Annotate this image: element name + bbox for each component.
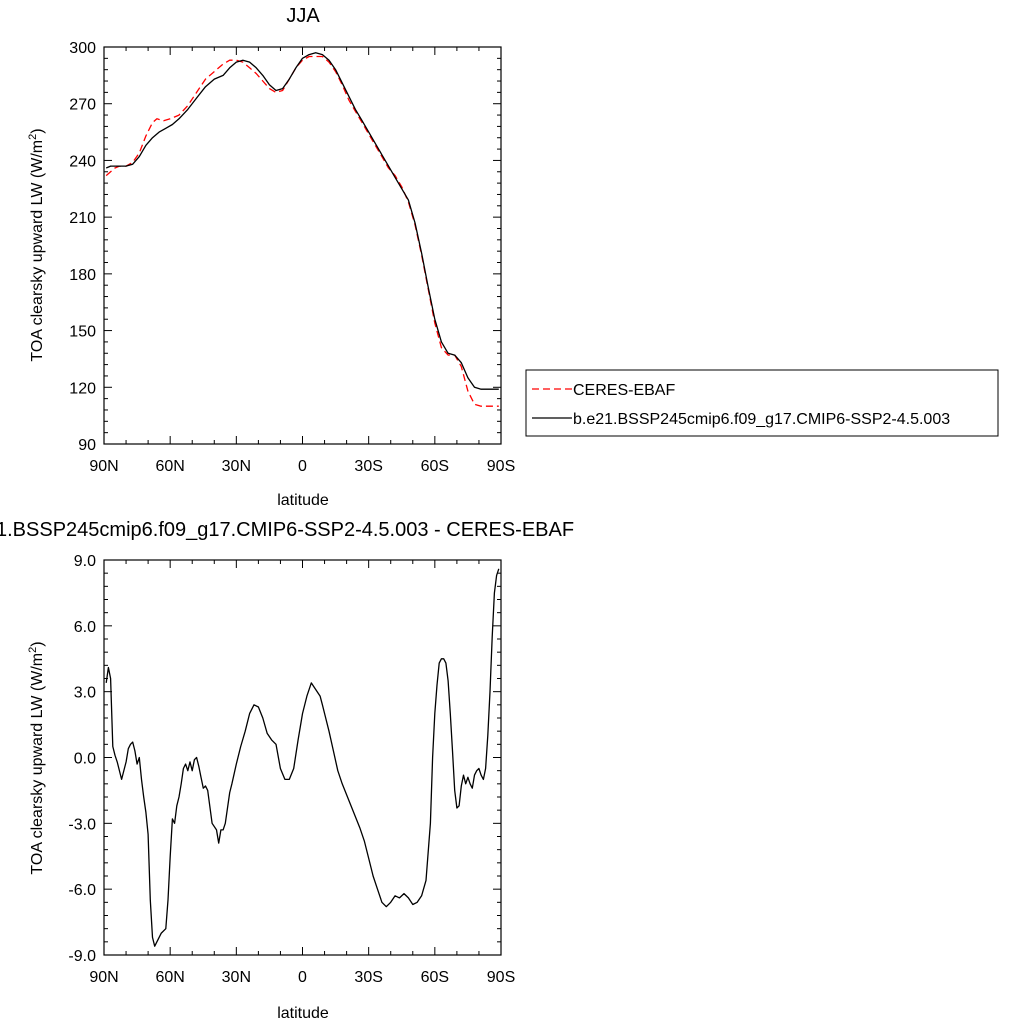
series-line-0 — [105, 55, 499, 407]
x-tick-label: 30S — [354, 969, 382, 986]
plot-frame — [103, 46, 502, 445]
y-axis-label: TOA clearsky upward LW (W/m2) — [27, 641, 46, 874]
x-tick-label: 60S — [421, 969, 449, 986]
chart-title-difference: 1.BSSP245cmip6.f09_g17.CMIP6-SSP2-4.5.00… — [0, 519, 574, 541]
y-axis-label-close: ) — [29, 128, 46, 133]
y-axis-label: TOA clearsky upward LW (W/m2) — [27, 128, 46, 361]
legend: CERES-EBAF b.e21.BSSP245cmip6.f09_g17.CM… — [525, 369, 999, 437]
x-tick-label: 90N — [89, 458, 118, 475]
x-axis-label: latitude — [277, 492, 329, 509]
series-line-0 — [105, 568, 500, 947]
legend-box — [525, 369, 999, 437]
y-tick-label: -6.0 — [68, 882, 96, 899]
y-tick-label: 3.0 — [74, 685, 96, 702]
y-tick-label: 300 — [69, 40, 96, 57]
y-tick-label: 90 — [78, 437, 96, 454]
y-tick-label: 120 — [69, 380, 96, 397]
series-line-1 — [105, 52, 499, 390]
x-tick-label: 0 — [298, 969, 307, 986]
x-tick-label: 30N — [222, 458, 251, 475]
y-tick-label: 210 — [69, 210, 96, 227]
y-tick-label: 180 — [69, 267, 96, 284]
y-tick-label: 6.0 — [74, 619, 96, 636]
x-tick-label: 60N — [155, 969, 184, 986]
chart-bottom: 1.BSSP245cmip6.f09_g17.CMIP6-SSP2-4.5.00… — [0, 519, 574, 1022]
y-tick-label: 270 — [69, 97, 96, 114]
x-tick-label: 0 — [298, 458, 307, 475]
plot-frame — [103, 559, 502, 956]
chart-title: JJA — [286, 5, 320, 27]
x-tick-label: 90S — [487, 969, 515, 986]
x-tick-label: 60N — [155, 458, 184, 475]
x-tick-label: 30N — [222, 969, 251, 986]
y-tick-label: -3.0 — [68, 816, 96, 833]
y-axis-label-close: ) — [29, 641, 46, 646]
x-tick-label: 90S — [487, 458, 515, 475]
y-tick-label: 240 — [69, 153, 96, 170]
x-tick-label: 60S — [421, 458, 449, 475]
x-axis-label: latitude — [277, 1005, 329, 1022]
y-axis-label-text: TOA clearsky upward LW (W/m — [29, 653, 46, 875]
legend-entry-ceres: CERES-EBAF — [573, 382, 675, 399]
axes-frame: 90N 60N 30N 0 30S 60S 90S -9.0 -6.0 -3.0 0.0 3.0 6.0… — [68, 553, 515, 986]
chart-top: JJA 90N 60N 30N 0 30S 60S 90S 90 120 150 180 210 240… — [27, 5, 999, 509]
x-tick-label: 90N — [89, 969, 118, 986]
y-tick-label: -9.0 — [68, 948, 96, 965]
x-tick-label: 30S — [354, 458, 382, 475]
y-axis-label-superscript: 2 — [27, 647, 39, 653]
axes-frame: 90N 60N 30N 0 30S 60S 90S 90 120 150 180 210 240 270 3… — [69, 40, 515, 475]
y-tick-label: 9.0 — [74, 553, 96, 570]
legend-entry-model: b.e21.BSSP245cmip6.f09_g17.CMIP6-SSP2-4.… — [573, 411, 950, 428]
series-lines — [105, 568, 500, 947]
y-tick-label: 0.0 — [74, 751, 96, 768]
y-tick-label: 150 — [69, 324, 96, 341]
series-lines — [105, 52, 499, 407]
y-axis-label-text: TOA clearsky upward LW (W/m — [29, 140, 46, 362]
y-axis-label-superscript: 2 — [27, 134, 39, 140]
